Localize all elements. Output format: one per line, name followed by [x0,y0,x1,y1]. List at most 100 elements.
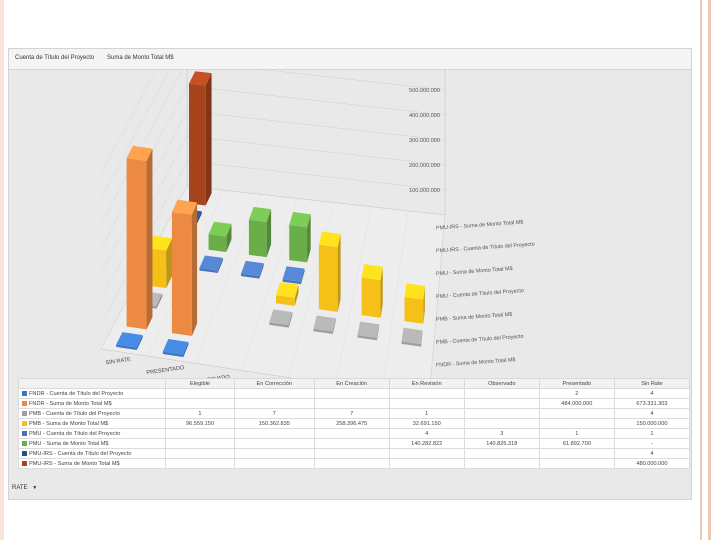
grid-line [430,214,446,379]
chart-grid [100,69,446,379]
table-cell: 4 [613,388,691,399]
bar [241,260,264,279]
chart-series-labels: PMU-IRS - Suma de Monto Total M$ PMU-IRS … [436,220,535,369]
legend-swatch-icon [22,400,27,406]
table-row: FNDR - Cuenta de Título del Proyecto 2 4 [18,388,691,399]
bar-front [189,83,206,206]
table-header: Observado [463,378,540,389]
bar-front [126,158,147,330]
excel-screenshot: Cuenta de Título del Proyecto Suma de Mo… [8,48,692,500]
series-label: FNDR - Suma de Monto Total M$ [436,357,516,369]
bar-side [226,223,232,252]
bar-top [171,199,198,216]
legend-swatch-icon [22,460,27,466]
rate-filter-button[interactable]: RATE ▼ [12,485,37,495]
table-cell: 1 [538,428,615,439]
bar [313,315,336,334]
table-cell [233,458,315,469]
row-label: PMB - Cuenta de Título del Proyecto [29,410,120,417]
table-cell [165,438,235,449]
grid-line [186,85,446,116]
bar-side [191,202,198,337]
bar-front [269,322,289,328]
grid-line [100,69,184,225]
bar-front [171,212,192,337]
bar-front [162,351,184,358]
table-cell: 484.000.000 [538,398,615,409]
field-button-count[interactable]: Cuenta de Título del Proyecto [15,55,95,61]
series-label: PMU - Cuenta de Título del Proyecto [436,288,524,300]
bar-front [275,295,295,306]
bar [126,145,153,330]
slide-border-right [690,0,720,540]
table-header: En Revisión [388,378,465,389]
bar-top [401,327,423,345]
table-corner-cell [18,378,166,389]
table-row: PMB - Cuenta de Título del Proyecto 1 7 7 1 4 [18,408,691,419]
bar-top [116,332,143,348]
bar-front [401,341,422,347]
field-button-sum[interactable]: Suma de Monto Total M$ [107,55,174,61]
legend-swatch-icon [22,390,27,396]
bar [116,332,143,351]
bar [401,327,423,347]
row-label: PMU - Suma de Monto Total M$ [29,440,109,447]
series-label: PMU - Suma de Monto Total M$ [436,266,513,277]
bar-front [116,344,137,351]
table-cell [233,398,315,409]
bar [189,71,212,206]
bar [289,212,311,263]
bar-top [361,264,383,281]
bar-side [380,266,383,318]
bar-top [208,221,232,237]
bar-front [357,335,377,341]
table-header: En Corrección [233,378,315,389]
bar [318,231,341,312]
table-cell [233,438,315,449]
bar-top [147,235,173,251]
row-label-cell: PMU-IRS - Cuenta de Título del Proyecto [18,448,166,459]
table-cell [233,448,315,459]
bar-side [205,73,212,206]
table-cell [313,428,390,439]
bar-side [166,238,173,289]
grid-line [186,110,446,141]
table-row: PMU - Cuenta de Título del Proyecto 4 3 1 1 [18,428,691,439]
table-cell [463,418,540,429]
bar-front [289,225,308,263]
z-tick-label: 500.000.000 [409,88,440,94]
bar [275,282,299,306]
legend-swatch-icon [22,420,27,426]
bar [171,199,198,337]
legend-swatch-icon [22,430,27,436]
bar [269,309,293,328]
table-cell [313,388,390,399]
bar [208,221,232,252]
bar-side [266,209,272,258]
row-label-cell: FNDR - Suma de Monto Total M$ [18,398,166,409]
bar-side [376,324,380,341]
grid-line [186,185,446,216]
bar-side [259,263,264,279]
bar-side [217,257,223,274]
bar-front [404,296,424,324]
table-header: Presentado [538,378,615,389]
bar-side [423,285,425,324]
row-label-cell: FNDR - Cuenta de Título del Proyecto [18,388,166,399]
bar-front [248,219,267,258]
row-label-cell: PMB - Cuenta de Título del Proyecto [18,408,166,419]
category-label: SIN RATE [105,357,131,367]
table-cell [165,398,235,409]
table-cell: 4 [388,428,465,439]
bar [357,321,380,341]
row-label: PMU-IRS - Cuenta de Título del Proyecto [29,450,132,457]
category-label: OBSERVADO [195,374,231,379]
bar-side [288,312,293,328]
bar-top [269,309,293,326]
table-cell [463,448,540,459]
table-cell: 7 [313,408,390,419]
table-cell [233,388,315,399]
grid-line [255,69,446,91]
table-cell [165,448,235,459]
grid-line [100,69,170,200]
